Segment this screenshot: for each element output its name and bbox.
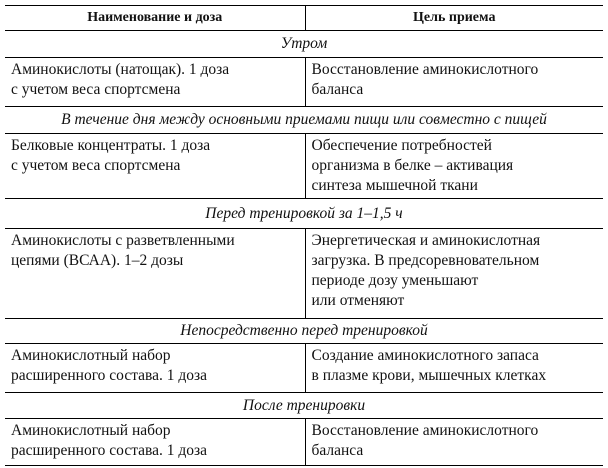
- cell-line: Аминокислотный набор: [11, 347, 171, 364]
- data-row: Аминокислотный набор расширенного состава…: [5, 343, 603, 393]
- section-title: Непосредственно перед тренировкой: [5, 318, 603, 344]
- cell-line: расширенного состава. 1 доза: [11, 367, 208, 384]
- cell-line: периоде дозу уменьшают: [311, 272, 479, 289]
- section-title: В течение дня между основными приемами п…: [5, 106, 603, 134]
- cell-line: баланса: [311, 442, 364, 459]
- section-title: Утром: [5, 30, 603, 58]
- section-row: Утром: [5, 30, 603, 58]
- cell-line: расширенного состава. 1 доза: [11, 442, 208, 459]
- cell-line: Аминокислоты с разветвленными: [11, 232, 235, 249]
- cell-line: Аминокислотный набор: [11, 422, 171, 439]
- cell-line: цепями (ВСАА). 1–2 дозы: [11, 252, 184, 269]
- purpose-cell: Восстановление аминокислотного баланса: [304, 418, 603, 466]
- data-row: Аминокислоты (натощак). 1 доза с учетом в…: [5, 57, 603, 107]
- header-cell: Наименование и доза: [5, 5, 306, 31]
- cell-line: с учетом веса спортсмена: [11, 157, 181, 174]
- cell-line: Энергетическая и аминокислотная: [311, 232, 541, 249]
- cell-line: в плазме крови, мышечных клетках: [311, 367, 547, 384]
- name-cell: Аминокислотный набор расширенного состава…: [5, 418, 306, 466]
- cell-line: Восстановление аминокислотного: [311, 61, 539, 78]
- name-cell: Аминокислотный набор расширенного состава…: [5, 343, 306, 393]
- table: Наименование и доза Цель приема Утром Амино…: [5, 5, 603, 466]
- data-row: Аминокислоты с разветвленными цепями (ВСА…: [5, 228, 603, 319]
- cell-line: баланса: [311, 81, 364, 98]
- cell-line: организма в белке – активация: [311, 157, 514, 174]
- cell-line: Аминокислоты (натощак). 1 доза: [11, 61, 230, 78]
- cell-line: с учетом веса спортсмена: [11, 81, 181, 98]
- section-row: Перед тренировкой за 1–1,5 ч: [5, 198, 603, 229]
- cell-line: Обеспечение потребностей: [311, 137, 492, 154]
- cell-line: Восстановление аминокислотного: [311, 422, 539, 439]
- section-row: После тренировки: [5, 392, 603, 419]
- purpose-cell: Обеспечение потребностей организма в белк…: [304, 133, 603, 199]
- name-cell: Аминокислоты с разветвленными цепями (ВСА…: [5, 228, 306, 319]
- data-row: Белковые концентраты. 1 доза с учетом вес…: [5, 133, 603, 199]
- cell-line: Создание аминокислотного запаса: [311, 347, 539, 364]
- purpose-cell: Энергетическая и аминокислотная загрузка.…: [304, 228, 603, 319]
- section-title: После тренировки: [5, 392, 603, 419]
- cell-line: загрузка. В предсоревновательном: [311, 252, 540, 269]
- section-row: В течение дня между основными приемами п…: [5, 106, 603, 134]
- name-cell: Белковые концентраты. 1 доза с учетом вес…: [5, 133, 306, 199]
- cell-line: или отменяют: [311, 292, 405, 309]
- name-cell: Аминокислоты (натощак). 1 доза с учетом в…: [5, 57, 306, 107]
- purpose-cell: Создание аминокислотного запаса в плазме …: [304, 343, 603, 393]
- data-row: Аминокислотный набор расширенного состава…: [5, 418, 603, 466]
- header-row: Наименование и доза Цель приема: [5, 5, 603, 31]
- section-row: Непосредственно перед тренировкой: [5, 318, 603, 344]
- header-cell: Цель приема: [304, 5, 603, 31]
- section-title: Перед тренировкой за 1–1,5 ч: [5, 198, 603, 229]
- cell-line: Белковые концентраты. 1 доза: [11, 137, 211, 154]
- cell-line: синтеза мышечной ткани: [311, 177, 478, 194]
- purpose-cell: Восстановление аминокислотного баланса: [304, 57, 603, 107]
